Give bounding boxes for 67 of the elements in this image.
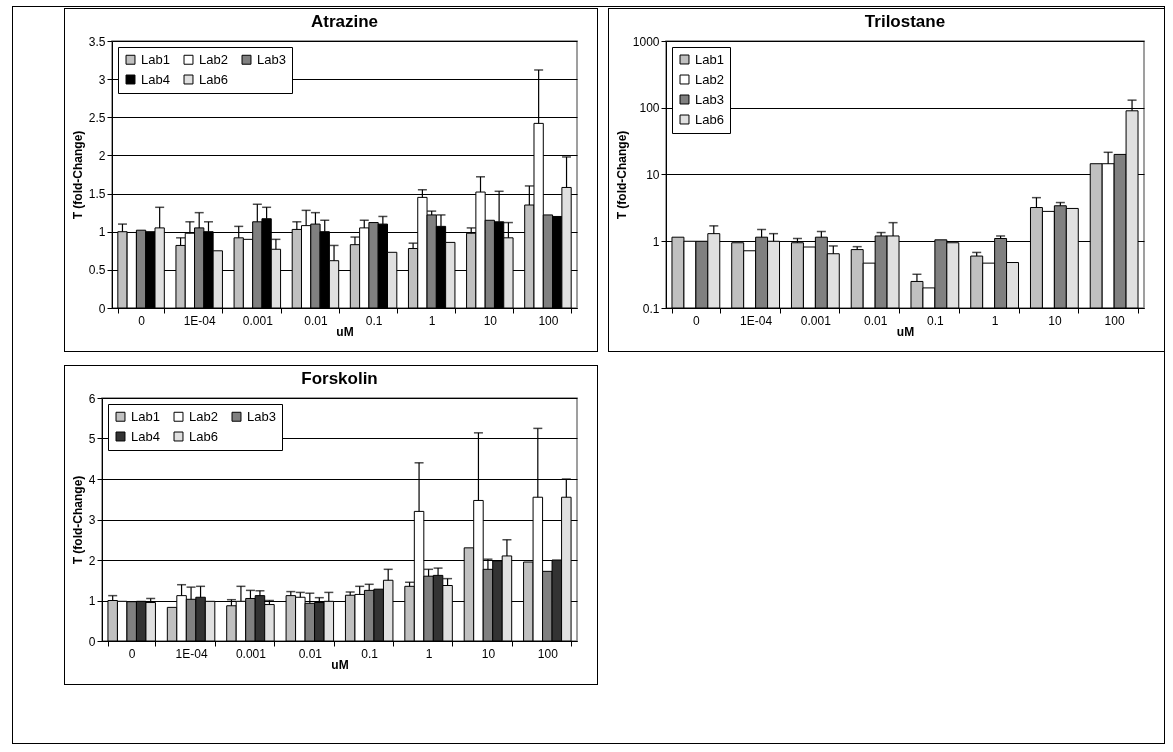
x-tick-label: 1E-04 (183, 313, 217, 328)
y-tick-label: 100 (639, 101, 660, 116)
x-tick-label: 10 (483, 313, 498, 328)
x-tick-label: 1 (991, 313, 999, 328)
chart-title: Atrazine (310, 12, 379, 31)
x-tick-label: 0 (128, 646, 136, 661)
legend-label: Lab2 (695, 71, 724, 87)
legend-label: Lab6 (695, 111, 724, 127)
legend-label: Lab2 (189, 408, 218, 424)
y-tick-label: 6 (88, 391, 96, 406)
x-tick-label: 100 (1104, 313, 1125, 328)
chart-title: Forskolin (301, 369, 378, 388)
y-tick-label: 0.1 (642, 301, 660, 316)
y-tick-label: 3 (88, 513, 96, 527)
x-tick-label: 0.01 (863, 313, 888, 328)
legend-label: Lab4 (141, 71, 170, 87)
legend-label: Lab3 (257, 51, 286, 67)
legend-label: Lab1 (695, 51, 724, 67)
x-tick-label: 1 (425, 646, 433, 661)
y-tick-label: 1 (88, 594, 96, 608)
x-tick-label: 0.1 (927, 313, 945, 328)
x-tick-label: 0.001 (242, 313, 274, 328)
y-tick-label: 3.5 (88, 34, 106, 49)
x-tick-label: 1E-04 (740, 313, 773, 328)
y-tick-label: 0 (88, 634, 96, 649)
y-tick-label: 0.5 (88, 263, 106, 278)
y-tick-label: 1.5 (88, 187, 106, 202)
y-tick-label: 2 (88, 553, 96, 568)
y-tick-label: 1 (98, 225, 106, 240)
x-tick-label: 10 (481, 646, 496, 661)
x-tick-label: 1E-04 (175, 646, 208, 661)
y-axis-title: T (fold-Change) (70, 130, 85, 220)
x-tick-label: 100 (537, 646, 559, 661)
y-axis-title: T (fold-Change) (70, 475, 85, 565)
chart-title: Trilostane (864, 12, 946, 31)
x-tick-label: 0 (693, 313, 701, 328)
x-axis-title: uM (336, 324, 354, 339)
x-tick-label: 0 (138, 313, 146, 328)
y-tick-label: 10 (646, 168, 660, 182)
y-tick-label: 2.5 (88, 110, 106, 125)
y-tick-label: 3 (98, 72, 106, 87)
legend-label: Lab1 (141, 51, 170, 67)
x-tick-label: 1 (428, 313, 436, 328)
legend-label: Lab4 (131, 428, 160, 444)
y-tick-label: 1000 (632, 34, 660, 49)
legend-label: Lab3 (247, 408, 276, 424)
x-axis-title: uM (896, 324, 915, 339)
y-tick-label: 4 (88, 472, 96, 487)
x-tick-label: 10 (1048, 313, 1062, 328)
x-axis-title: uM (331, 657, 349, 672)
y-tick-label: 2 (98, 148, 106, 163)
x-tick-label: 0.01 (298, 646, 323, 661)
legend-label: Lab2 (199, 51, 228, 67)
legend-label: Lab6 (199, 71, 228, 87)
legend-label: Lab6 (189, 428, 218, 444)
y-tick-label: 0 (98, 301, 106, 316)
x-tick-label: 0.1 (365, 313, 383, 328)
x-tick-label: 0.001 (800, 313, 832, 328)
x-tick-label: 0.001 (235, 646, 267, 661)
legend-label: Lab1 (131, 408, 160, 424)
x-tick-label: 0.01 (304, 313, 328, 328)
y-axis-title: T (fold-Change) (614, 130, 629, 220)
legend-label: Lab3 (695, 91, 724, 107)
y-tick-label: 5 (88, 432, 96, 446)
y-tick-label: 1 (652, 234, 660, 249)
x-tick-label: 100 (538, 313, 559, 328)
x-tick-label: 0.1 (361, 646, 379, 661)
